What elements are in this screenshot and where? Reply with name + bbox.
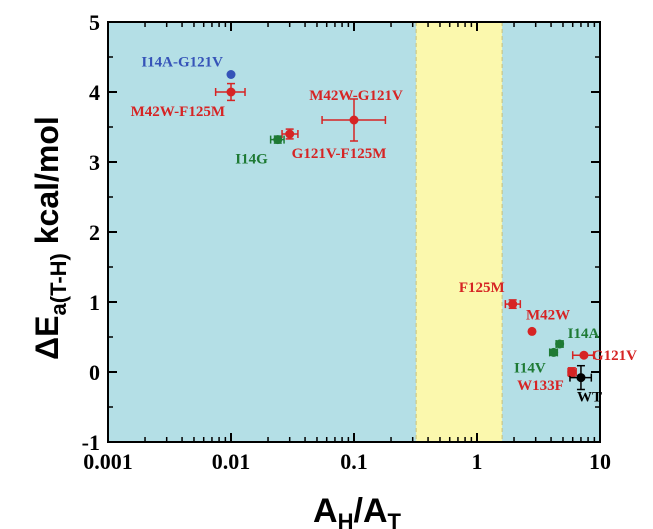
tick-labels: 0.001 0.01 0.1 1 10 -1 0 1 2 3 4 5 [82,10,611,474]
y-axis-label-unit: kcal/mol [29,116,65,253]
y-tick-label: 1 [89,290,100,315]
point-labels: I14A-G121V M42W-F125M M42W-G121V G121V-F125… [131,55,638,406]
region-1 [416,22,503,442]
point-label: I14G [235,152,268,168]
axis-frame [107,21,601,443]
x-tick-label: 0.01 [212,449,251,474]
point-label: F125M [459,280,505,296]
x-tick-label: 0.1 [340,449,368,474]
region-0 [108,22,600,442]
data-point [508,299,518,309]
y-tick-label: 3 [89,150,100,175]
point-label: WT [577,390,602,406]
data-point [549,347,559,357]
data-point [555,339,565,349]
point-label: G121V-F125M [292,146,387,162]
data-point [273,135,283,145]
x-axis-label-sub1: H [338,509,354,529]
data-points [226,70,589,383]
data-point [527,326,537,336]
y-tick-label: 2 [89,220,100,245]
y-tick-label: 4 [89,80,100,105]
x-axis-label-slash: /A [354,492,388,529]
point-label: M42W [526,307,570,323]
data-point [349,115,359,125]
data-point [226,87,236,97]
data-point [226,70,236,79]
data-point [576,373,586,383]
point-label: W133F [517,378,564,394]
y-tick-label: 0 [89,360,100,385]
y-axis-label-delta: ΔE [29,315,65,359]
data-point [285,129,295,139]
y-axis-label: ΔEa(T-H) kcal/mol [29,116,71,360]
x-axis-label-main: A [313,492,338,529]
x-axis-label-sub2: T [388,509,402,529]
point-label: M42W-F125M [131,104,225,120]
point-label: M42W-G121V [309,88,403,104]
data-point [579,350,589,360]
point-label: G121V [592,348,637,364]
y-tick-label: -1 [82,430,100,455]
point-label: I14V [514,360,546,376]
data-point [567,367,577,377]
y-tick-label: 5 [89,10,100,35]
x-axis-label: AH/AT [313,492,401,529]
plot-background [108,22,600,442]
x-tick-label: 0.001 [83,449,133,474]
point-label: I14A [568,326,600,342]
y-axis-label-sub: a(T-H) [46,253,71,315]
x-tick-label: 1 [472,449,483,474]
point-label: I14A-G121V [141,55,223,71]
x-tick-label: 10 [589,449,611,474]
